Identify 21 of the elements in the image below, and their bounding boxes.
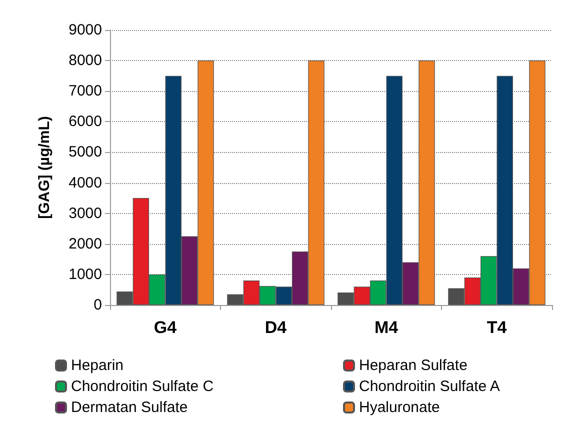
y-tick-label: 3000 xyxy=(68,204,102,222)
legend-label: Dermatan Sulfate xyxy=(71,399,188,416)
y-tick-label: 7000 xyxy=(68,82,102,100)
y-tick-label: 1000 xyxy=(68,266,102,283)
x-tick-label: D4 xyxy=(264,318,288,337)
y-tick-label: 5000 xyxy=(68,144,102,161)
legend-label: Heparin xyxy=(71,357,124,374)
x-tick-label: T4 xyxy=(486,318,508,337)
legend-label: Chondroitin Sulfate A xyxy=(359,378,500,395)
y-axis-title: [GAG] (µg/mL) xyxy=(36,116,53,219)
y-tick-label: 2000 xyxy=(68,235,102,252)
y-tick-label: 8000 xyxy=(68,52,102,70)
legend-label: Chondroitin Sulfate C xyxy=(71,378,214,395)
y-tick-label: 6000 xyxy=(68,113,102,130)
x-tick-label: G4 xyxy=(154,318,178,337)
y-tick-label: 9000 xyxy=(68,22,102,38)
legend-label: Heparan Sulfate xyxy=(359,357,468,374)
x-tick-label: M4 xyxy=(374,318,399,337)
y-tick-label: 0 xyxy=(94,296,102,314)
y-tick-label: 4000 xyxy=(68,174,102,192)
legend-label: Hyaluronate xyxy=(359,399,440,416)
